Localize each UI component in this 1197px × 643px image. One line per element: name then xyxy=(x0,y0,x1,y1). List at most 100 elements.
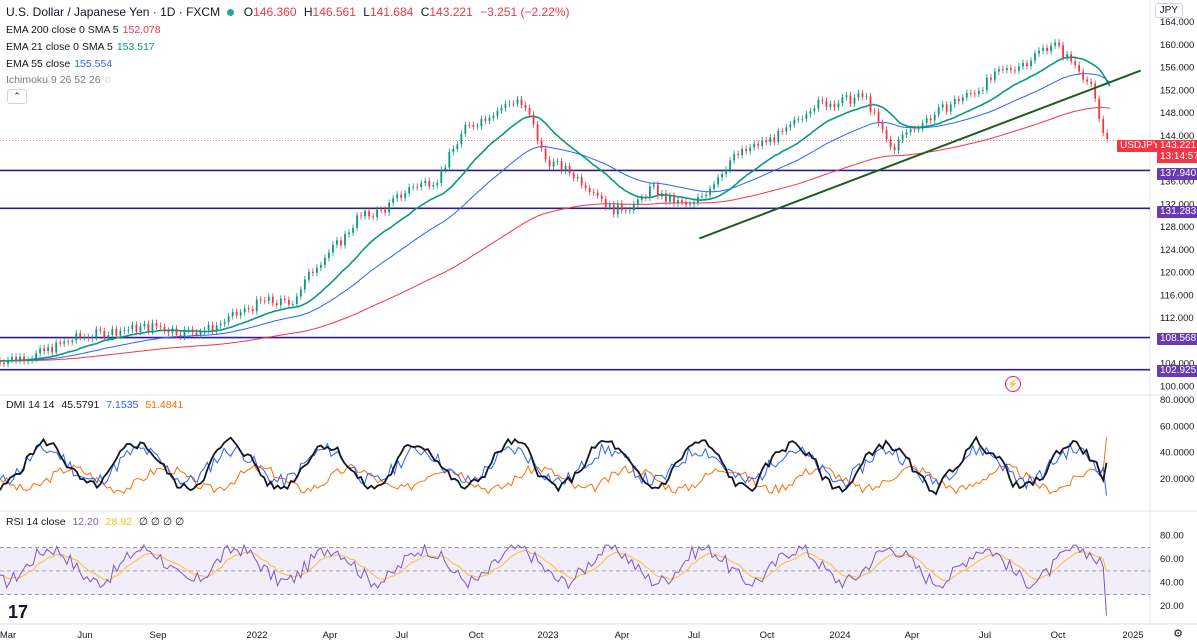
candle-body xyxy=(1042,47,1044,51)
time-tick-label: 2024 xyxy=(829,630,850,641)
candle-body xyxy=(35,353,38,359)
candle-body xyxy=(805,114,808,119)
candle-body xyxy=(211,324,214,332)
candle-body xyxy=(753,143,756,148)
price-tick-label: 160.000 xyxy=(1160,40,1194,51)
candle-body xyxy=(456,144,459,149)
candle-body xyxy=(909,129,912,133)
candle-body xyxy=(957,98,960,102)
ema21-line xyxy=(0,56,1111,362)
candle-body xyxy=(1022,63,1024,67)
ohlc-change: −3.251 (−2.22%) xyxy=(480,5,570,19)
time-tick-label: Sep xyxy=(150,630,167,641)
candle-body xyxy=(247,308,250,310)
candle-body xyxy=(412,186,415,188)
candle-body xyxy=(725,169,728,175)
candle-body xyxy=(925,118,928,124)
candle-body xyxy=(452,148,455,152)
candle-body xyxy=(885,129,888,140)
tradingview-logo[interactable]: 17 xyxy=(8,602,29,622)
candle-body xyxy=(532,114,535,125)
legend-ema200[interactable]: EMA 200 close 0 SMA 5 152.078 xyxy=(6,24,161,36)
candle-body xyxy=(15,356,17,361)
legend-dmi[interactable]: DMI 14 14 45.5791 7.1535 51.4841 xyxy=(6,399,184,411)
candle-body xyxy=(961,97,964,102)
candle-body xyxy=(793,119,796,125)
candle-body xyxy=(352,227,354,233)
legend-ema55[interactable]: EMA 55 close 155.554 xyxy=(6,58,113,70)
candle-body xyxy=(733,153,736,161)
candle-body xyxy=(1058,42,1060,46)
candle-body xyxy=(833,103,836,108)
candle-body xyxy=(741,148,744,156)
candle-body xyxy=(845,95,848,98)
candle-body xyxy=(1010,68,1012,70)
candle-body xyxy=(673,195,675,204)
legend-ichimoku[interactable]: Ichimoku 9 26 52 26 ◌ xyxy=(6,74,111,86)
candle-body xyxy=(27,360,29,362)
candle-body xyxy=(87,336,90,339)
candle-body xyxy=(119,330,122,336)
candle-body xyxy=(985,77,988,91)
candle-body xyxy=(905,132,908,135)
candle-body xyxy=(933,114,936,121)
candle-body xyxy=(1018,66,1020,71)
ohlc-close: 143.221 xyxy=(429,5,473,19)
candle-body xyxy=(215,325,218,332)
candle-body xyxy=(488,117,491,121)
candle-body xyxy=(512,103,515,105)
candle-body xyxy=(556,161,559,162)
candle-body xyxy=(484,118,487,121)
candle-body xyxy=(75,333,78,341)
level-tag-1: 137.940 xyxy=(1157,168,1197,180)
candle-body xyxy=(520,99,523,106)
candle-body xyxy=(376,209,378,218)
candle-body xyxy=(761,140,764,147)
legend-ema21[interactable]: EMA 21 close 0 SMA 5 153.517 xyxy=(6,41,155,53)
candle-body xyxy=(777,131,780,142)
candle-body xyxy=(632,204,635,211)
candle-body xyxy=(977,90,980,95)
candle-body xyxy=(701,196,703,198)
candle-body xyxy=(644,197,647,199)
candle-body xyxy=(853,97,856,104)
level-tag-3: 108.568 xyxy=(1157,333,1197,345)
candle-body xyxy=(965,92,968,98)
candle-body xyxy=(921,123,924,129)
candle-body xyxy=(0,360,1,363)
candle-body xyxy=(1098,98,1101,119)
candle-body xyxy=(705,194,707,197)
candle-body xyxy=(861,93,864,97)
candle-body xyxy=(480,118,483,127)
candle-body xyxy=(949,104,952,112)
candle-body xyxy=(231,311,234,317)
candle-body xyxy=(316,267,318,273)
candle-body xyxy=(709,188,711,195)
currency-selector[interactable]: JPY xyxy=(1154,3,1183,18)
candle-body xyxy=(652,184,655,187)
candle-body xyxy=(400,194,403,198)
time-tick-label: Apr xyxy=(905,630,920,641)
candle-body xyxy=(881,122,884,130)
dmi-tick-label: 20.0000 xyxy=(1160,474,1194,485)
gear-icon[interactable]: ⚙ xyxy=(1173,628,1183,640)
price-tick-label: 116.000 xyxy=(1160,290,1194,301)
flash-icon[interactable]: ⚡ xyxy=(1005,376,1021,392)
candle-body xyxy=(23,356,25,362)
symbol-title[interactable]: U.S. Dollar / Japanese Yen · 1D · FXCM xyxy=(6,5,221,19)
price-tick-label: 112.000 xyxy=(1160,313,1194,324)
candle-body xyxy=(801,118,804,120)
price-tick-label: 120.000 xyxy=(1160,268,1194,279)
legend-rsi[interactable]: RSI 14 close 12.20 28.92 ∅ ∅ ∅ ∅ xyxy=(6,516,185,528)
collapse-legend-button[interactable]: ⌃ xyxy=(7,89,27,104)
candle-body xyxy=(259,299,262,301)
candle-body xyxy=(769,137,772,143)
candle-body xyxy=(865,96,868,98)
candle-body xyxy=(151,323,154,332)
candle-body xyxy=(697,197,699,203)
eye-hidden-icon[interactable]: ◌ xyxy=(104,74,111,86)
ohlc-open: 146.360 xyxy=(253,5,297,19)
candle-body xyxy=(508,103,511,105)
ema55-line xyxy=(0,73,1111,362)
